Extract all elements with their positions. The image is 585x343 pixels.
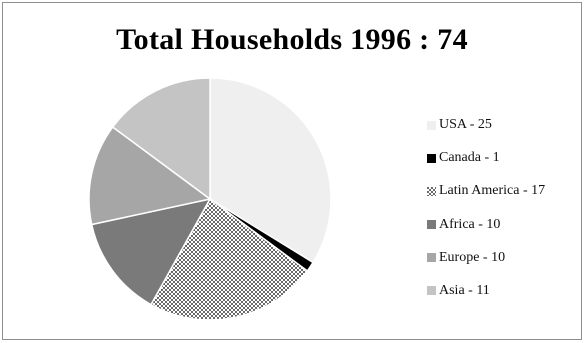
legend-label: Europe - 10: [439, 249, 506, 265]
chart-frame: Total Households 1996 : 74 USA - 25 Canad…: [2, 2, 582, 340]
pie-slice-latin-america: [149, 197, 309, 321]
legend-label: Latin America - 17: [439, 183, 546, 199]
legend-item-africa: Africa - 10: [427, 214, 545, 236]
legend-item-asia: Asia - 11: [427, 280, 545, 302]
pie-chart: [88, 77, 332, 321]
pie-slice-europe: [88, 125, 212, 226]
pie-slice-usa: [209, 77, 332, 264]
legend-label: Asia - 11: [439, 282, 490, 298]
legend-swatch: [427, 220, 436, 230]
legend-item-europe: Europe - 10: [427, 247, 545, 269]
legend-item-canada: Canada - 1: [427, 147, 545, 169]
legend-swatch: [427, 153, 436, 163]
legend-label: USA - 25: [439, 117, 492, 132]
legend-swatch: [427, 286, 436, 296]
pie-slice-africa: [90, 197, 212, 306]
legend-item-latin-america: Latin America - 17: [427, 180, 545, 202]
legend-label: Canada - 1: [439, 150, 500, 166]
legend-swatch: [427, 253, 436, 263]
legend-swatch: [427, 120, 436, 130]
legend-swatch: [427, 186, 436, 196]
pie-slices: [88, 77, 332, 321]
chart-title: Total Households 1996 : 74: [116, 23, 468, 56]
legend-item-usa: USA - 25: [427, 114, 545, 136]
legend-label: Africa - 10: [439, 216, 501, 232]
legend: USA - 25 Canada - 1 Latin America - 17 Afri…: [427, 114, 545, 313]
pie-slice-asia: [111, 77, 211, 201]
